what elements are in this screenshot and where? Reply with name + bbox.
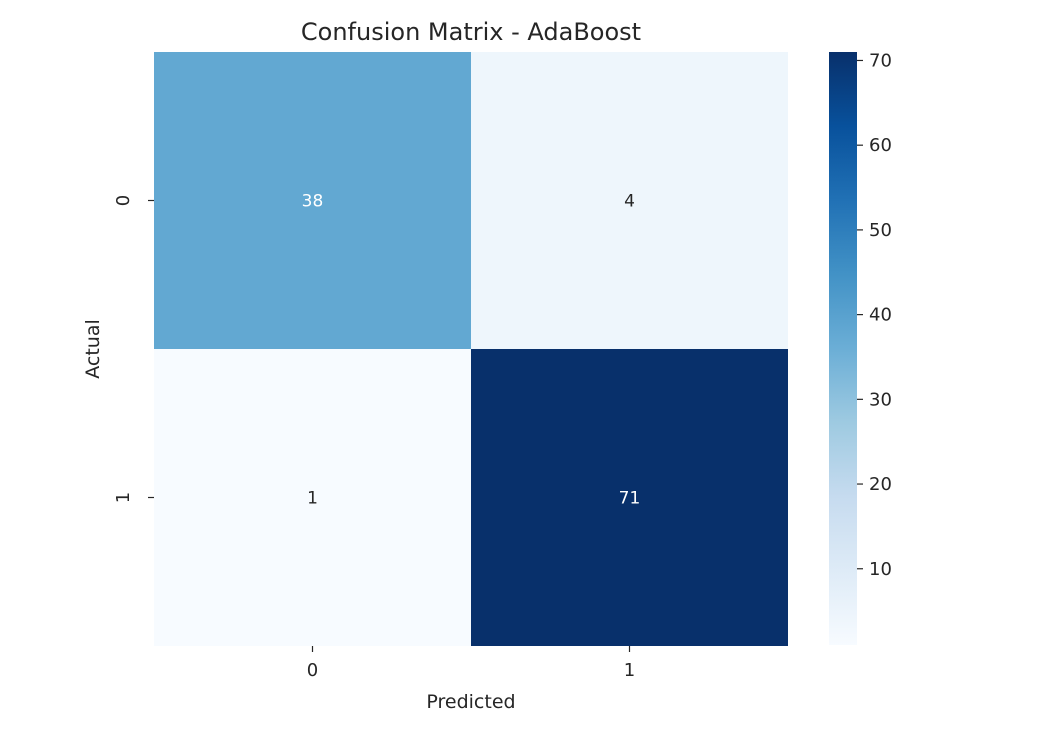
- colorbar-tick-label-4: 50: [869, 220, 892, 241]
- colorbar-tick-label-1: 20: [869, 474, 892, 495]
- chart-title: Confusion Matrix - AdaBoost: [301, 18, 641, 46]
- cell-value-0-0: 38: [302, 192, 324, 212]
- colorbar-tick-label-5: 60: [869, 135, 892, 156]
- colorbar-tick-label-0: 10: [869, 559, 892, 580]
- x-tick-label-0: 0: [307, 660, 318, 681]
- cell-annotations: 38 4 1 71: [302, 192, 641, 509]
- heatmap-cell-0-0: [154, 52, 471, 349]
- colorbar-ticks: 10 20 30 40 50 60 70: [857, 50, 892, 580]
- cell-value-0-1: 4: [624, 192, 635, 212]
- y-axis-ticks: 01: [113, 195, 154, 503]
- heatmap-cell-1-0: [154, 349, 471, 646]
- colorbar-tick-label-2: 30: [869, 389, 892, 410]
- colorbar: [829, 52, 857, 645]
- y-axis-label: Actual: [82, 319, 104, 379]
- heatmap-cells: [154, 52, 788, 646]
- colorbar-tick-label-3: 40: [869, 305, 892, 326]
- y-tick-label-0: 0: [113, 195, 134, 206]
- cell-value-1-1: 71: [619, 489, 641, 509]
- x-axis-label: Predicted: [426, 691, 515, 713]
- heatmap-cell-1-1: [471, 349, 788, 646]
- x-tick-label-1: 1: [624, 660, 635, 681]
- y-tick-label-1: 1: [113, 492, 134, 503]
- cell-value-1-0: 1: [307, 489, 318, 509]
- colorbar-tick-label-6: 70: [869, 50, 892, 71]
- heatmap-cell-0-1: [471, 52, 788, 349]
